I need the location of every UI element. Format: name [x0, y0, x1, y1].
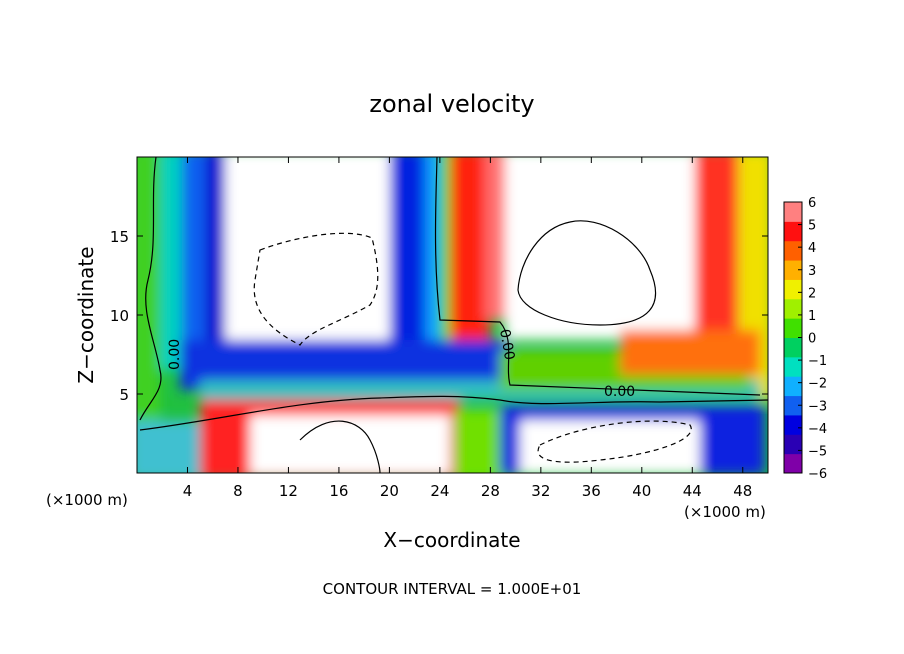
x-tick-label-0: 4 — [183, 482, 193, 500]
y-axis-label: Z−coordinate — [74, 246, 98, 383]
y-tick-label-0: 5 — [119, 386, 129, 404]
velocity-field — [137, 157, 768, 473]
field-lower-green — [455, 410, 505, 473]
x-tick-label-5: 24 — [430, 482, 449, 500]
field-mid-cyan — [425, 157, 443, 380]
x-tick-label-2: 12 — [279, 482, 298, 500]
contour-neg-upper-left — [253, 232, 379, 346]
contour-interval-text: CONTOUR INTERVAL = 1.000E+01 — [323, 580, 582, 598]
colorbar-swatch-6 — [784, 337, 802, 358]
field-mid-green — [440, 157, 452, 380]
y-tick-label-2: 15 — [110, 228, 129, 246]
colorbar-label-4: 2 — [808, 286, 816, 301]
colorbar-swatch-4 — [784, 376, 802, 397]
colorbar-label-1: 5 — [808, 219, 816, 234]
x-tick-label-4: 20 — [380, 482, 399, 500]
x-tick-label-6: 28 — [481, 482, 500, 500]
colorbar-swatch-3 — [784, 395, 802, 416]
x-tick-label-3: 16 — [329, 482, 348, 500]
field-red-right — [485, 157, 507, 320]
chart-title: zonal velocity — [369, 90, 534, 118]
colorbar-label-9: −3 — [808, 399, 827, 414]
x-axis-ticks: 4 8 12 16 20 24 28 32 36 40 44 48 — [183, 157, 752, 500]
contour-label-left: 0.00 — [167, 339, 183, 370]
colorbar-swatch-9 — [784, 279, 802, 300]
colorbar-label-5: 1 — [808, 309, 816, 324]
colorbar-label-3: 3 — [808, 264, 816, 279]
colorbar-label-6: 0 — [808, 332, 816, 347]
field-lower-far-left — [137, 420, 200, 473]
contour-label-middle: 0.00 — [496, 328, 517, 361]
field-upper-right-white — [505, 157, 700, 340]
colorbar-swatch-11 — [784, 240, 802, 261]
x-tick-label-8: 36 — [582, 482, 601, 500]
colorbar-swatch-0 — [784, 453, 802, 474]
contour-zero-left — [139, 157, 162, 421]
x-unit-label-left: (×1000 m) — [46, 491, 128, 509]
x-tick-label-1: 8 — [233, 482, 243, 500]
colorbar-label-10: −4 — [808, 422, 827, 437]
contour-pos-upper-right — [517, 220, 657, 326]
y-axis-ticks: 5 10 15 — [110, 228, 768, 404]
x-unit-label-right: (×1000 m) — [684, 503, 766, 521]
field-band-orange — [620, 330, 760, 375]
colorbar-label-2: 4 — [808, 241, 816, 256]
contour-zero-lower — [139, 395, 768, 431]
colorbar-label-8: −2 — [808, 377, 827, 392]
contour-zero-middle — [434, 157, 761, 396]
field-lower-left-white — [250, 415, 450, 473]
field-mid-blue — [390, 157, 430, 370]
field-red-left — [450, 157, 490, 350]
colorbar-swatch-10 — [784, 260, 802, 280]
colorbar-swatch-8 — [784, 298, 802, 319]
colorbar-swatch-5 — [784, 356, 802, 377]
x-tick-label-7: 32 — [531, 482, 550, 500]
contour-pos-lower-left — [299, 420, 381, 473]
contour-label-right: 0.00 — [604, 384, 635, 400]
x-tick-label-9: 40 — [632, 482, 651, 500]
field-left-cyan — [160, 157, 185, 370]
contour-neg-lower-right — [537, 420, 692, 463]
colorbar-label-7: −1 — [808, 354, 827, 369]
colorbar-label-12: −6 — [808, 467, 827, 482]
plot-area: 0.00 0.00 0.00 — [137, 157, 768, 473]
colorbar-label-11: −5 — [808, 444, 827, 459]
colorbar-label-0: 6 — [808, 196, 816, 211]
x-tick-label-11: 48 — [733, 482, 752, 500]
y-tick-label-1: 10 — [110, 307, 129, 325]
x-tick-label-10: 44 — [683, 482, 702, 500]
contour-lines — [139, 157, 768, 473]
colorbar-swatch-1 — [784, 434, 802, 455]
colorbar-swatch-12 — [784, 221, 802, 242]
colorbar: 6 5 4 3 2 1 0 −1 −2 −3 −4 −5 −6 — [783, 196, 827, 482]
field-upper-left-white — [225, 157, 395, 375]
colorbar-swatch-13 — [784, 202, 802, 222]
field-lower-right-white — [520, 420, 700, 473]
colorbar-swatch-2 — [784, 414, 802, 435]
colorbar-swatch-7 — [784, 318, 802, 338]
x-axis-label: X−coordinate — [383, 528, 520, 552]
